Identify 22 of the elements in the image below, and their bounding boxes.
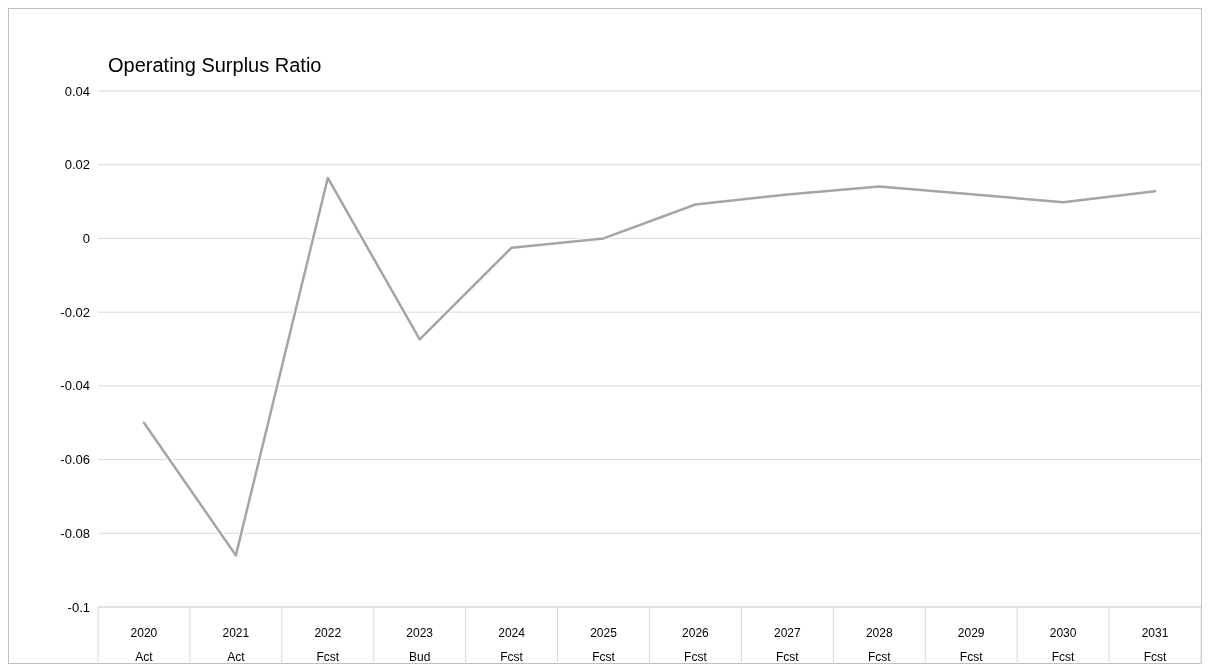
x-tick-label: 2021 Act (222, 626, 250, 664)
x-tick-label: 2023 Bud (406, 626, 434, 664)
x-tick-label: 2022 Fcst (314, 626, 342, 664)
x-tick-label: 2027 Fcst (774, 626, 802, 664)
y-tick-label: 0 (82, 230, 90, 246)
y-tick-label: -0.1 (67, 599, 90, 615)
x-tick-label: 2026 Fcst (682, 626, 710, 664)
y-tick-label: 0.04 (64, 83, 90, 99)
x-tick-label: 2030 Fcst (1049, 626, 1077, 664)
y-tick-label: -0.08 (60, 525, 90, 541)
x-tick-label: 2024 Fcst (498, 626, 526, 664)
x-tick-label: 2029 Fcst (957, 626, 985, 664)
chart-title: Operating Surplus Ratio (108, 54, 322, 76)
x-tick-label: 2025 Fcst (590, 626, 618, 664)
x-tick-label: 2028 Fcst (865, 626, 893, 664)
line-series (141, 175, 1158, 558)
x-tick-label: 2020 Act (130, 626, 158, 664)
y-tick-label: 0.02 (64, 157, 90, 173)
y-tick-label: -0.04 (60, 378, 90, 394)
y-tick-label: -0.06 (60, 452, 90, 468)
y-tick-label: -0.02 (60, 304, 90, 320)
x-tick-label: 2031 Fcst (1141, 626, 1169, 664)
